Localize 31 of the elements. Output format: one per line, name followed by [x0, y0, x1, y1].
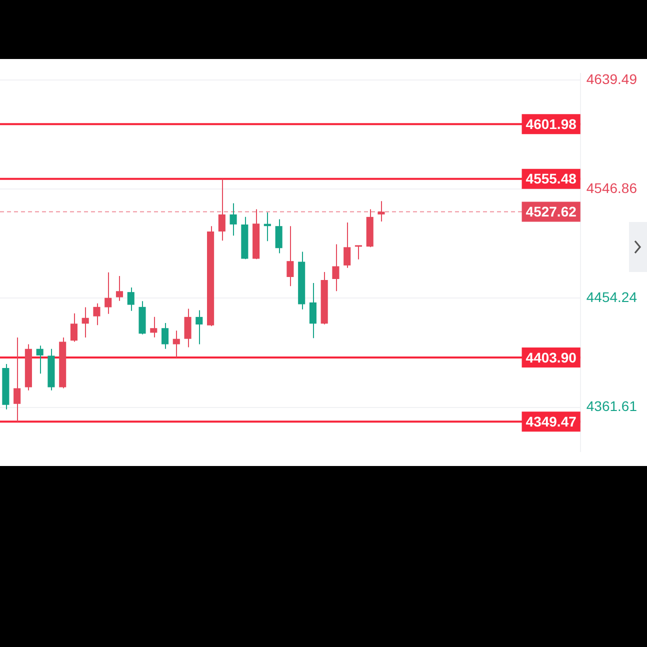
candlestick	[378, 200, 385, 222]
candlestick	[82, 306, 89, 338]
candlestick	[161, 322, 169, 350]
candlestick	[230, 202, 237, 236]
y-tick-label: 4639.49	[586, 70, 638, 87]
ref-line-label: 4403.90	[526, 349, 577, 366]
candlestick	[309, 282, 316, 339]
candlestick	[104, 272, 112, 314]
candlestick	[70, 312, 78, 342]
y-tick-label: 4361.61	[586, 398, 638, 414]
candlestick	[36, 345, 44, 374]
ref-line-label: 4349.47	[526, 413, 577, 430]
candlestick	[172, 330, 180, 358]
candlestick	[344, 222, 351, 268]
y-tick-label: 4546.86	[586, 180, 638, 196]
candlestick	[150, 316, 158, 338]
ref-line-label: 4601.98	[526, 116, 577, 132]
ref-line-label: 4555.48	[526, 170, 577, 187]
y-tick-label: 4454.24	[586, 289, 638, 306]
candlestick	[354, 245, 362, 260]
candlestick	[218, 178, 226, 242]
ref-line-label: 4527.62	[526, 204, 577, 220]
candlestick	[116, 276, 124, 302]
candlestick	[127, 286, 134, 312]
candlestick	[93, 302, 100, 326]
candlestick	[286, 226, 294, 287]
candlestick	[196, 310, 203, 345]
candlestick	[184, 308, 192, 348]
candlestick	[14, 337, 21, 422]
candlestick	[332, 244, 340, 292]
candlestick	[275, 218, 282, 254]
